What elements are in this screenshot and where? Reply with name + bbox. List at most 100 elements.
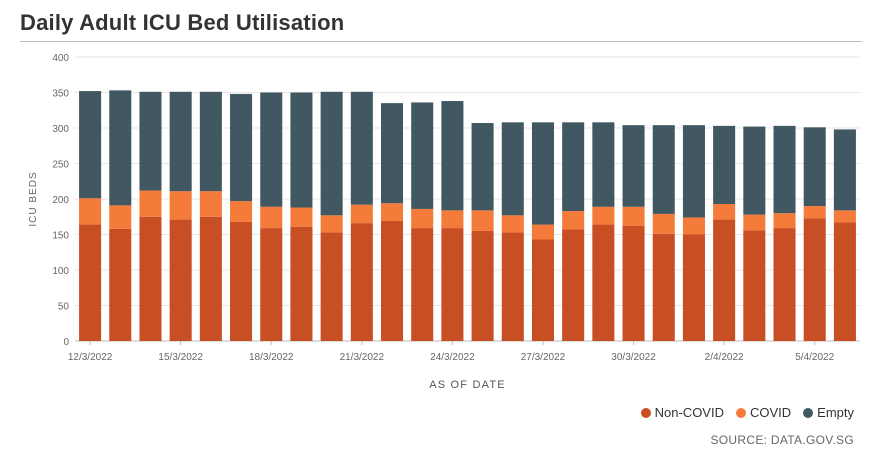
bar-segment-non-covid[interactable] xyxy=(743,230,766,341)
bar-segment-covid[interactable] xyxy=(652,213,675,234)
bar-segment-covid[interactable] xyxy=(531,224,555,240)
bar-segment-covid[interactable] xyxy=(501,215,524,233)
bar-segment-covid[interactable] xyxy=(230,201,253,222)
bar-segment-empty[interactable] xyxy=(592,122,615,207)
legend: Non-COVID COVID Empty xyxy=(629,405,854,420)
bar-segment-non-covid[interactable] xyxy=(260,228,283,341)
bar-segment-non-covid[interactable] xyxy=(471,230,494,341)
title-divider xyxy=(20,41,862,42)
x-tick-label: 21/3/2022 xyxy=(340,352,385,363)
bar-segment-empty[interactable] xyxy=(139,91,162,191)
y-tick-label: 0 xyxy=(63,337,69,348)
bar-segment-empty[interactable] xyxy=(562,122,585,212)
bar-segment-non-covid[interactable] xyxy=(380,221,404,341)
bar-segment-empty[interactable] xyxy=(803,127,826,207)
bar-segment-non-covid[interactable] xyxy=(199,216,222,341)
legend-item-covid[interactable]: COVID xyxy=(735,405,791,420)
x-axis-label: AS OF DATE xyxy=(429,379,506,391)
chart-title: Daily Adult ICU Bed Utilisation xyxy=(20,10,345,35)
legend-swatch-covid xyxy=(735,407,746,418)
bar-segment-covid[interactable] xyxy=(713,203,736,220)
bar-segment-covid[interactable] xyxy=(350,204,373,224)
bar-segment-non-covid[interactable] xyxy=(531,239,555,341)
x-tick-label: 24/3/2022 xyxy=(430,352,475,363)
bar-segment-empty[interactable] xyxy=(109,90,132,206)
bar-segment-empty[interactable] xyxy=(622,125,645,207)
bar-segment-covid[interactable] xyxy=(380,203,404,222)
bar-segment-covid[interactable] xyxy=(411,208,434,229)
x-tick-label: 30/3/2022 xyxy=(611,352,656,363)
bar-segment-empty[interactable] xyxy=(652,125,675,214)
bar-segment-covid[interactable] xyxy=(260,206,283,229)
bar-segment-non-covid[interactable] xyxy=(320,232,343,341)
bar-segment-non-covid[interactable] xyxy=(350,223,373,341)
bar-segment-non-covid[interactable] xyxy=(501,232,524,341)
bar-segment-empty[interactable] xyxy=(441,101,464,211)
bar-segment-covid[interactable] xyxy=(441,210,464,229)
bar-segment-non-covid[interactable] xyxy=(652,233,675,341)
bar-segment-empty[interactable] xyxy=(682,125,705,218)
bar-segment-covid[interactable] xyxy=(79,198,102,225)
bar-segment-empty[interactable] xyxy=(290,92,313,208)
bar-segment-non-covid[interactable] xyxy=(592,224,615,341)
bar-segment-covid[interactable] xyxy=(833,210,856,223)
bar-segment-non-covid[interactable] xyxy=(109,228,132,341)
bar-segment-non-covid[interactable] xyxy=(713,219,736,341)
bar-segment-empty[interactable] xyxy=(411,102,434,209)
x-tick-label: 2/4/2022 xyxy=(705,352,744,363)
bar-segment-covid[interactable] xyxy=(773,213,796,229)
x-tick-label: 27/3/2022 xyxy=(521,352,566,363)
bar-segment-covid[interactable] xyxy=(803,206,826,219)
bar-segment-covid[interactable] xyxy=(290,207,313,227)
bar-segment-covid[interactable] xyxy=(169,191,192,220)
bar-segment-empty[interactable] xyxy=(743,126,766,215)
legend-label-non-covid: Non-COVID xyxy=(654,405,724,420)
bar-segment-empty[interactable] xyxy=(79,91,102,199)
bar-segment-non-covid[interactable] xyxy=(833,222,856,341)
bar-segment-non-covid[interactable] xyxy=(79,224,102,341)
bar-segment-empty[interactable] xyxy=(260,92,283,207)
bar-segment-empty[interactable] xyxy=(501,122,524,216)
legend-item-non-covid[interactable]: Non-COVID xyxy=(640,405,724,420)
bar-segment-non-covid[interactable] xyxy=(290,226,313,341)
bar-segment-non-covid[interactable] xyxy=(803,218,826,341)
bar-segment-covid[interactable] xyxy=(562,211,585,230)
legend-swatch-non-covid xyxy=(640,407,651,418)
bar-segment-empty[interactable] xyxy=(350,91,373,205)
bar-segment-non-covid[interactable] xyxy=(230,221,253,341)
bar-segment-non-covid[interactable] xyxy=(682,234,705,342)
bar-segment-empty[interactable] xyxy=(833,129,856,211)
bar-segment-empty[interactable] xyxy=(713,125,736,204)
legend-item-empty[interactable]: Empty xyxy=(803,405,854,420)
bar-segment-covid[interactable] xyxy=(622,206,645,226)
bar-segment-non-covid[interactable] xyxy=(411,228,434,341)
bar-segment-non-covid[interactable] xyxy=(441,228,464,341)
bar-segment-covid[interactable] xyxy=(471,210,494,231)
y-tick-label: 100 xyxy=(52,266,69,277)
legend-label-empty: Empty xyxy=(817,405,854,420)
bar-segment-empty[interactable] xyxy=(471,123,494,211)
bar-segment-covid[interactable] xyxy=(743,214,766,231)
bar-segment-empty[interactable] xyxy=(169,91,192,192)
bar-segment-covid[interactable] xyxy=(199,191,222,217)
bar-segment-non-covid[interactable] xyxy=(169,219,192,341)
bar-segment-covid[interactable] xyxy=(320,215,343,233)
bar-segment-empty[interactable] xyxy=(230,93,253,202)
bar-segment-empty[interactable] xyxy=(199,91,222,192)
bar-segment-empty[interactable] xyxy=(380,103,404,204)
bar-segment-non-covid[interactable] xyxy=(773,228,796,341)
bar-segment-empty[interactable] xyxy=(320,91,343,216)
bar-segment-covid[interactable] xyxy=(139,190,162,217)
bar-segment-covid[interactable] xyxy=(109,205,132,229)
bar-segment-covid[interactable] xyxy=(592,206,615,225)
bar-segment-non-covid[interactable] xyxy=(622,225,645,341)
bar-segment-non-covid[interactable] xyxy=(562,229,585,341)
y-tick-label: 150 xyxy=(52,231,69,242)
bar-segment-non-covid[interactable] xyxy=(139,216,162,341)
bar-segment-empty[interactable] xyxy=(531,122,555,225)
x-tick-label: 15/3/2022 xyxy=(158,352,203,363)
bar-segment-empty[interactable] xyxy=(773,125,796,214)
bar-segment-covid[interactable] xyxy=(682,217,705,235)
y-tick-label: 350 xyxy=(52,89,69,100)
